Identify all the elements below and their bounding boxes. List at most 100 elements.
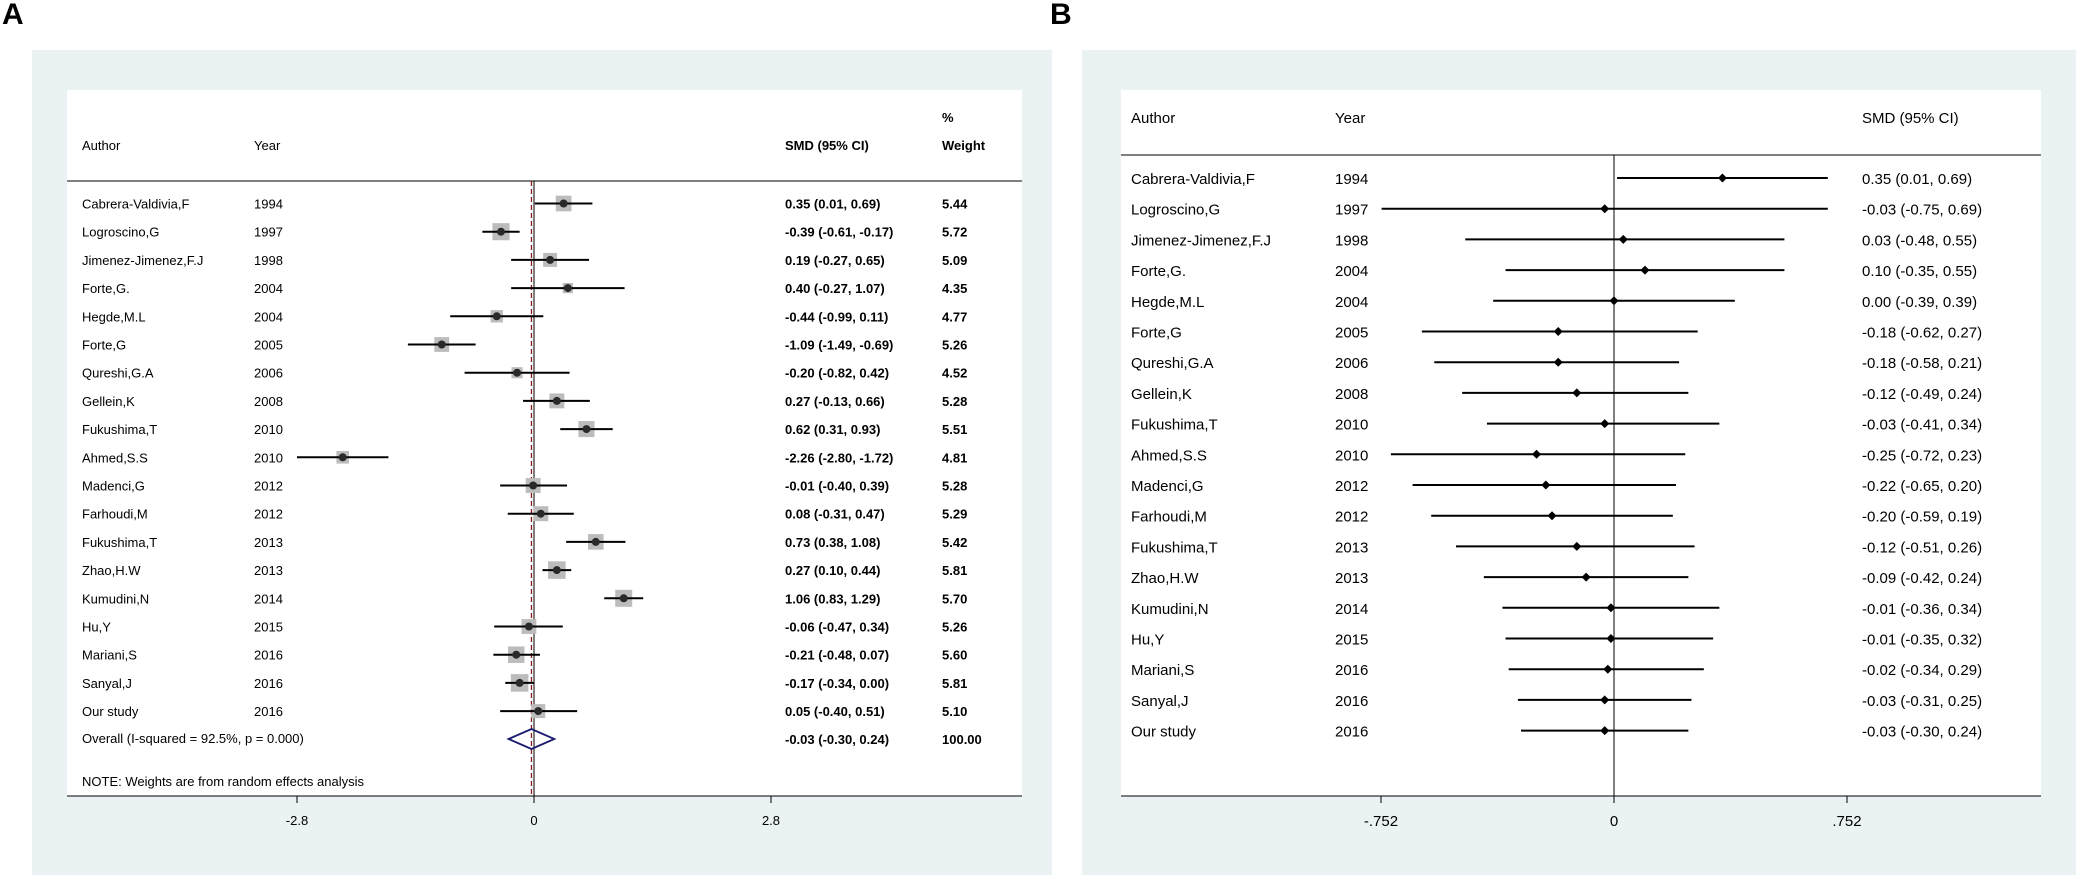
panel-a-study-author: Madenci,G (82, 479, 145, 494)
panel-a-study-weight: 5.81 (942, 676, 967, 691)
panel-a-study-ci: -0.44 (-0.99, 0.11) (785, 309, 888, 324)
panel-b-study-author: Zhao,H.W (1131, 570, 1199, 587)
panel-b-study-year: 1998 (1335, 232, 1368, 249)
panel-b-point (1600, 419, 1610, 429)
panel-a-point (546, 255, 555, 264)
panel-b-study-ci: -0.09 (-0.42, 0.24) (1862, 570, 1982, 587)
panel-b-study-year: 2014 (1335, 601, 1368, 618)
panel-a-point (619, 594, 628, 603)
panel-a-overall-diamond (506, 728, 557, 750)
panel-a-study-year: 2012 (254, 507, 283, 522)
panel-b-study-year: 2012 (1335, 509, 1368, 526)
panel-a-study-ci: 0.40 (-0.27, 1.07) (785, 281, 885, 296)
panel-a-header-author: Author (82, 138, 121, 153)
panel-b-study-year: 2016 (1335, 724, 1368, 741)
panel-a-point (582, 425, 591, 434)
panel-a-study-year: 2004 (254, 309, 283, 324)
panel-a-study-author: Ahmed,S.S (82, 450, 148, 465)
panel-a-header-weight: Weight (942, 138, 986, 153)
panel-b-point (1600, 204, 1610, 214)
panel-a-study-weight: 5.81 (942, 563, 967, 578)
panel-a-study-weight: 5.26 (942, 620, 967, 635)
panel-a-label: A (2, 0, 24, 31)
panel-a-study-year: 2016 (254, 648, 283, 663)
panel-a-study-author: Jimenez-Jimenez,F.J (82, 253, 203, 268)
panel-b-study-ci: -0.20 (-0.59, 0.19) (1862, 509, 1982, 526)
panel-a-study-weight: 5.29 (942, 507, 967, 522)
panel-b-header-author: Author (1131, 110, 1175, 127)
panel-a-study-author: Kumudini,N (82, 591, 149, 606)
panel-b-header-smd: SMD (95% CI) (1862, 110, 1959, 127)
panel-b-study-ci: -0.18 (-0.62, 0.27) (1862, 325, 1982, 342)
panel-a-study-author: Hegde,M.L (82, 309, 146, 324)
panel-a-point (515, 678, 524, 687)
panel-b-study-author: Jimenez-Jimenez,F.J (1131, 232, 1271, 249)
panel-b-x-tick-label: .752 (1832, 813, 1861, 830)
panel-a-study-author: Forte,G. (82, 281, 130, 296)
panel-b-study-author: Fukushima,T (1131, 539, 1218, 556)
panel-a-study-weight: 4.35 (942, 281, 967, 296)
panel-b-study-author: Cabrera-Valdivia,F (1131, 171, 1255, 188)
panel-a-x-tick-label: 2.8 (762, 813, 780, 828)
panel-a-study-ci: -0.21 (-0.48, 0.07) (785, 648, 889, 663)
panel-b-point (1606, 634, 1616, 643)
panel-b-study-year: 2016 (1335, 662, 1368, 679)
panel-b-x-tick-label: -.752 (1364, 813, 1398, 830)
panel-b-point (1609, 296, 1619, 306)
panel-a-study-weight: 5.10 (942, 704, 967, 719)
panel-a-study-author: Fukushima,T (82, 422, 157, 437)
panel-a-study-ci: -1.09 (-1.49, -0.69) (785, 338, 893, 353)
panel-a-study-author: Qureshi,G.A (82, 366, 154, 381)
panel-a-study-year: 2016 (254, 676, 283, 691)
panel-b-study-author: Forte,G (1131, 325, 1182, 342)
panel-a-study-author: Fukushima,T (82, 535, 157, 550)
panel-a-header-smd: SMD (95% CI) (785, 138, 869, 153)
panel-b-study-ci: -0.25 (-0.72, 0.23) (1862, 447, 1982, 464)
panel-a-study-weight: 5.44 (942, 197, 968, 212)
panel-b-study-year: 2004 (1335, 263, 1368, 280)
panel-a-point (559, 199, 568, 208)
panel-b-study-year: 2016 (1335, 693, 1368, 710)
panel-a-study-year: 2014 (254, 591, 283, 606)
panel-a-note: NOTE: Weights are from random effects an… (82, 774, 365, 789)
panel-a-study-weight: 5.60 (942, 648, 967, 663)
panel-a-study-weight: 5.72 (942, 225, 967, 240)
panel-b-study-year: 2015 (1335, 632, 1368, 649)
panel-a-study-ci: -0.17 (-0.34, 0.00) (785, 676, 889, 691)
panel-a-study-year: 2013 (254, 563, 283, 578)
panel-b-study-ci: -0.18 (-0.58, 0.21) (1862, 355, 1982, 372)
panel-b-point (1532, 449, 1542, 459)
panel-a-study-ci: 0.08 (-0.31, 0.47) (785, 507, 885, 522)
panel-a-study-year: 1998 (254, 253, 283, 268)
panel-a-point (552, 396, 561, 405)
panel-b-study-year: 1997 (1335, 202, 1368, 219)
panel-b-study-ci: -0.12 (-0.49, 0.24) (1862, 386, 1982, 403)
panel-a-study-ci: 0.35 (0.01, 0.69) (785, 197, 880, 212)
panel-b-study-ci: -0.02 (-0.34, 0.29) (1862, 662, 1982, 679)
panel-a-point (492, 312, 501, 321)
panel-a-header-pct: % (942, 110, 954, 125)
panel-a-study-year: 2012 (254, 479, 283, 494)
panel-b-plot-area (1121, 90, 2041, 796)
panel-b-point (1600, 695, 1610, 705)
panel-a-point (536, 509, 545, 518)
panel-a-study-ci: 1.06 (0.83, 1.29) (785, 591, 880, 606)
panel-b-study-year: 2004 (1335, 294, 1368, 311)
panel-b-study-year: 2012 (1335, 478, 1368, 495)
panel-b-point (1581, 572, 1591, 582)
panel-a-study-weight: 4.52 (942, 366, 967, 381)
panel-a-point (563, 284, 572, 293)
panel-b-study-ci: -0.03 (-0.75, 0.69) (1862, 202, 1982, 219)
panel-a-point (591, 537, 600, 546)
panel-a-overall-ci: -0.03 (-0.30, 0.24) (785, 732, 889, 747)
panel-a-point (437, 340, 446, 349)
panel-b-header-year: Year (1335, 110, 1365, 127)
panel-a-point (524, 622, 533, 631)
panel-b-study-author: Hu,Y (1131, 632, 1164, 649)
panel-b-study-ci: -0.03 (-0.41, 0.34) (1862, 417, 1982, 434)
panel-b-point (1618, 234, 1628, 244)
panel-a-study-weight: 5.09 (942, 253, 967, 268)
panel-a-study-author: Our study (82, 704, 139, 719)
panel-a-study-year: 2015 (254, 620, 283, 635)
